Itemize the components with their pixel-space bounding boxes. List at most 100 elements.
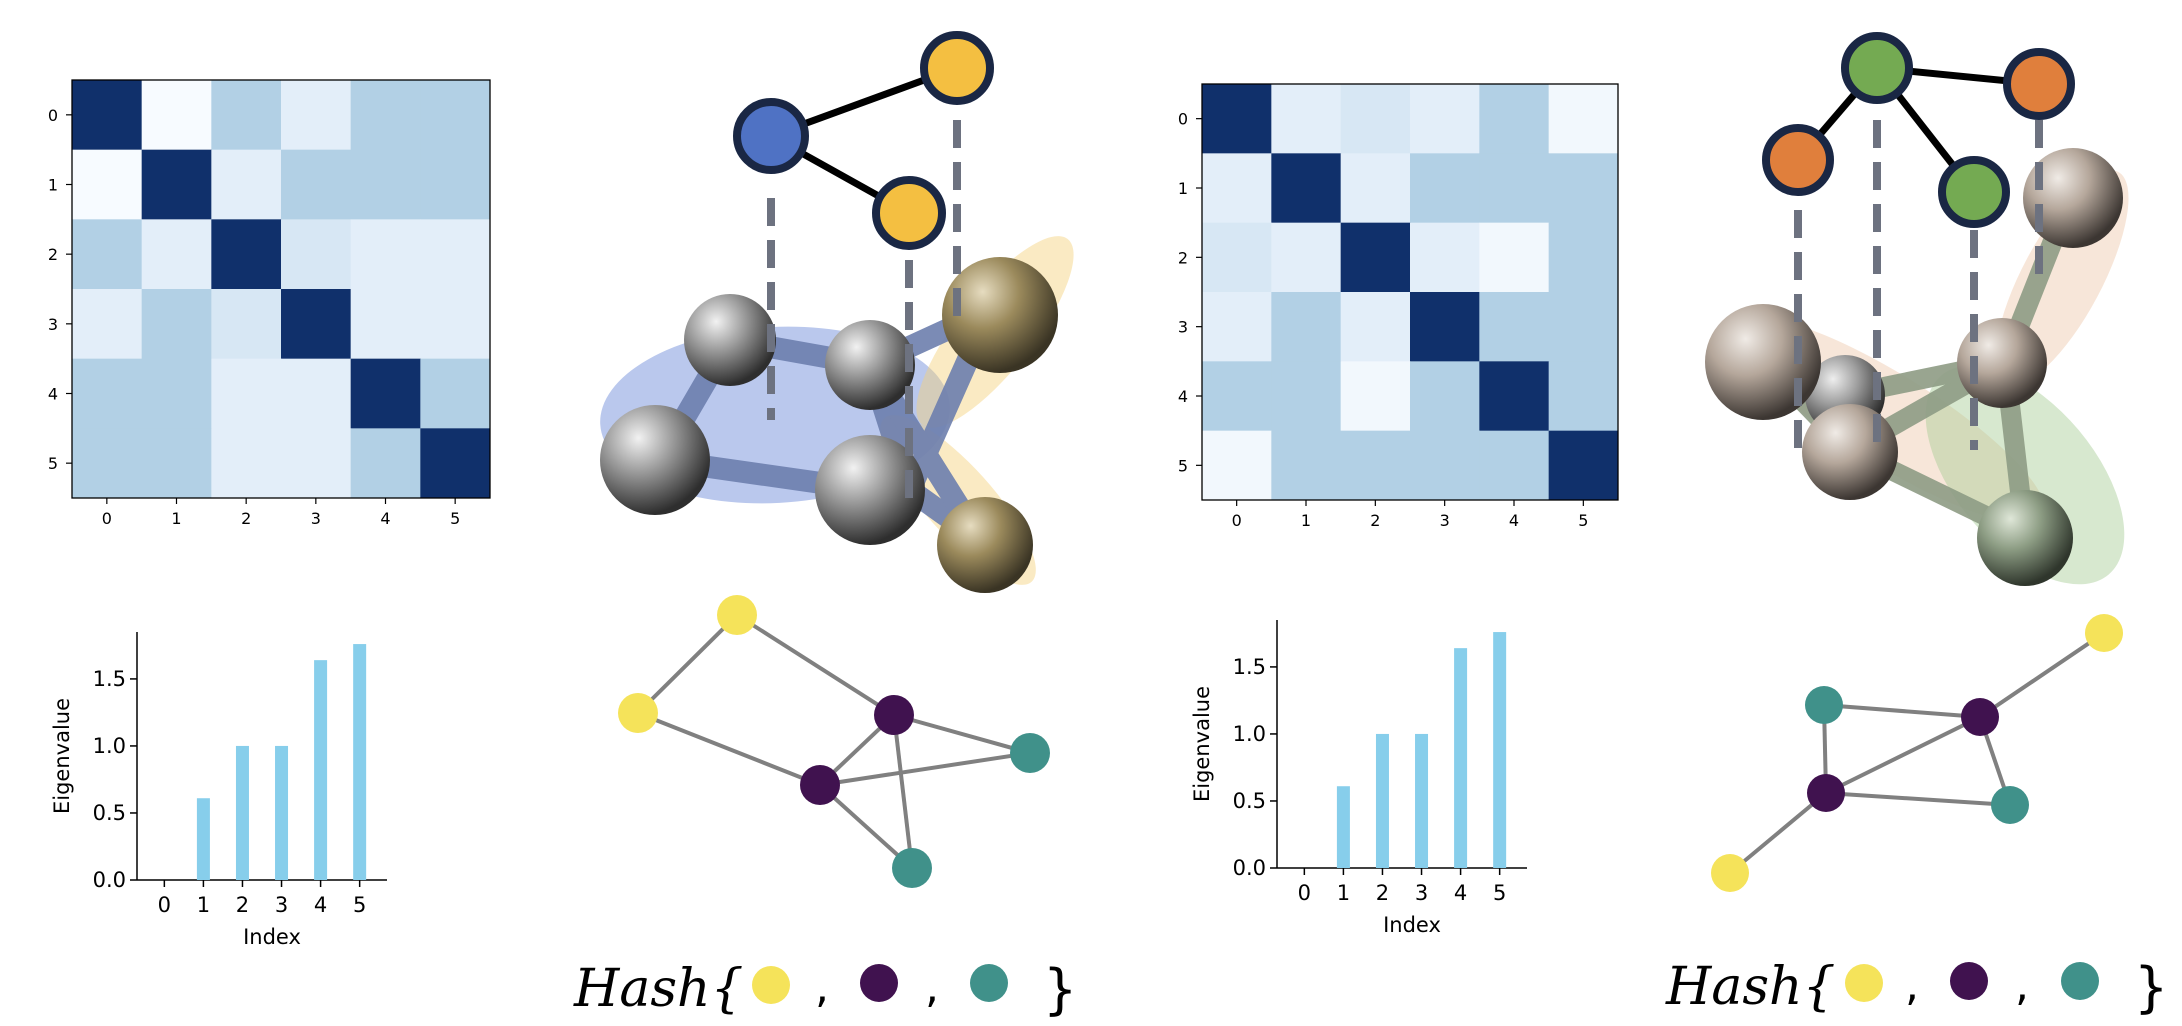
hash-separator: ,	[925, 962, 939, 1013]
y-axis-label: Eigenvalue	[50, 698, 74, 814]
atom	[2023, 148, 2123, 248]
heatmap-cell	[1410, 153, 1480, 224]
x-tick-label: 1	[171, 509, 181, 528]
x-tick-label: 4	[314, 893, 327, 917]
heatmap-cell	[1271, 430, 1342, 501]
heatmap-cell	[141, 149, 212, 220]
heatmap-cell	[1202, 292, 1272, 362]
eigenvalue-bar-chart-2: 0.0 0.5 1.0 1.5 0 1 2 3 4 5 Index Eigenvalue	[1190, 620, 1527, 937]
heatmap-cell	[141, 80, 212, 151]
x-tick-label: 4	[380, 509, 390, 528]
heatmap-cell	[1340, 430, 1411, 501]
heatmap-cell	[141, 289, 212, 360]
heatmap-cell	[1479, 361, 1550, 432]
heatmap-cell	[72, 149, 143, 220]
heatmap-cell	[1202, 153, 1272, 224]
heatmap-cell	[141, 428, 212, 499]
heatmap-cell	[350, 289, 421, 360]
atom	[1977, 490, 2073, 586]
x-tick-label: 0	[102, 509, 112, 528]
x-tick-label: 0	[1298, 881, 1311, 905]
heatmap-cell	[1202, 222, 1272, 293]
heatmap-cell	[211, 358, 282, 429]
x-tick-label: 3	[275, 893, 288, 917]
atom	[1957, 318, 2047, 408]
heatmap-cell	[72, 219, 143, 290]
eigenvalue-bar	[1454, 648, 1468, 868]
graph-node-yellow	[717, 595, 757, 635]
hash-purple-token	[860, 964, 898, 1002]
heatmap-cell	[1548, 153, 1619, 224]
y-axis-label: Eigenvalue	[1190, 686, 1214, 802]
heatmap-cell	[281, 358, 352, 429]
graph-node-purple	[874, 695, 914, 735]
heatmap-cell	[211, 219, 282, 290]
heatmap-cell	[72, 80, 143, 151]
x-tick-label: 2	[1376, 881, 1389, 905]
x-tick-label: 2	[1370, 511, 1380, 530]
hash-separator: ,	[1905, 960, 1919, 1011]
heatmap-cell	[1202, 361, 1272, 432]
eigenvalue-bar	[353, 644, 367, 880]
heatmap-cell	[420, 289, 491, 360]
graph-node-purple	[800, 765, 840, 805]
molecule-diagram-2	[1705, 32, 2129, 586]
eigenvalue-bar	[1493, 632, 1507, 868]
x-tick-label: 1	[1337, 881, 1350, 905]
hash-label: Hash{	[1665, 957, 1836, 1017]
y-tick-label: 1.0	[1233, 722, 1266, 746]
x-tick-label: 3	[311, 509, 321, 528]
hash-teal-token	[970, 964, 1008, 1002]
x-tick-label: 1	[197, 893, 210, 917]
x-tick-label: 3	[1440, 511, 1450, 530]
graph-node-yellow	[1711, 854, 1749, 892]
atom	[600, 405, 710, 515]
atom	[684, 294, 776, 386]
x-tick-label: 3	[1415, 881, 1428, 905]
graph-node-blue	[733, 98, 809, 174]
heatmap-cell	[350, 80, 421, 151]
eigenvalue-bar	[196, 798, 210, 880]
heatmap-cell	[1548, 430, 1619, 501]
heatmap-cell	[1271, 222, 1342, 293]
heatmap-cell	[1202, 84, 1272, 154]
graph-node-gold	[920, 31, 994, 105]
hash-close-brace: }	[1043, 958, 1077, 1021]
heatmap-cell	[1548, 222, 1619, 293]
heatmap-cell	[420, 428, 491, 499]
hash-teal-token	[2061, 962, 2099, 1000]
atom	[1802, 404, 1898, 500]
heatmap-cell	[350, 428, 421, 499]
heatmap-cell	[281, 289, 352, 360]
y-tick-label: 1	[48, 176, 58, 195]
graph-node-teal	[892, 848, 932, 888]
y-tick-label: 5	[1178, 456, 1188, 475]
hash-separator: ,	[815, 962, 829, 1013]
x-tick-label: 2	[241, 509, 251, 528]
eigenvalue-bar	[1336, 786, 1350, 868]
hash-graph-1	[618, 595, 1050, 888]
y-tick-label: 0	[48, 106, 58, 125]
heatmap-cell	[1548, 292, 1619, 362]
graph-node-purple	[1961, 698, 1999, 736]
heatmap-cell	[1479, 222, 1550, 293]
hash-yellow-token	[752, 966, 790, 1004]
eigenvalue-bar	[1375, 733, 1389, 868]
heatmap-cell	[1271, 153, 1342, 224]
heatmap-cell	[1340, 222, 1411, 293]
heatmap-cell	[1340, 361, 1411, 432]
heatmap-cell	[1271, 84, 1342, 154]
heatmap-cell	[1548, 361, 1619, 432]
graph-node-teal	[1991, 786, 2029, 824]
x-axis-label: Index	[1383, 913, 1441, 937]
heatmap-cell	[1479, 292, 1550, 362]
graph-node-teal	[1805, 686, 1843, 724]
heatmap-cell	[1410, 361, 1480, 432]
heatmap-cell	[1340, 84, 1411, 154]
eigenvalue-bar-chart-1: 0.0 0.5 1.0 1.5 0 1 2 3 4 5 Index Eigenvalue	[50, 632, 387, 949]
heatmap-1: 0 1 2 3 4 5 0 1 2 3 4 5	[48, 79, 491, 528]
heatmap-cell	[1271, 292, 1342, 362]
hash-expression-1: Hash{ , , }	[573, 958, 1077, 1021]
graph-node-purple	[1807, 774, 1845, 812]
heatmap-cell	[211, 149, 282, 220]
